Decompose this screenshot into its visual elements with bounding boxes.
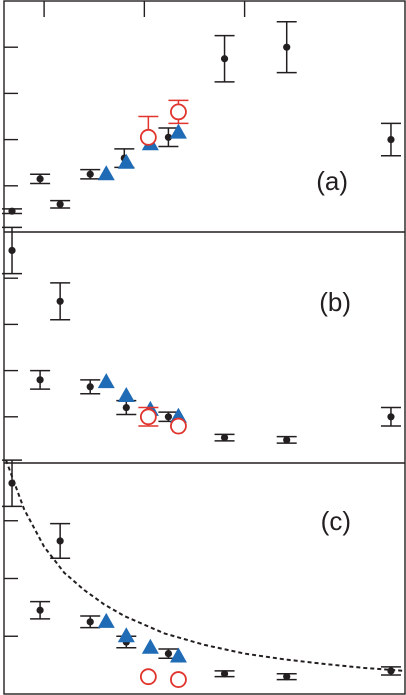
- data-point: [86, 383, 94, 391]
- open-circle-point: [139, 128, 157, 146]
- panel-c: (c): [2, 459, 406, 688]
- triangle-point: [141, 638, 159, 654]
- fit-curve: [5, 459, 406, 672]
- data-point: [387, 136, 395, 144]
- data-point: [36, 175, 44, 183]
- panel-b-label: (b): [319, 287, 351, 317]
- data-point: [56, 537, 64, 545]
- data-point: [283, 436, 291, 444]
- data-point: [86, 170, 94, 178]
- data-point: [86, 618, 94, 626]
- data-point: [283, 43, 291, 51]
- triangle-point: [117, 627, 135, 643]
- data-point: [220, 670, 229, 678]
- data-point: [387, 413, 395, 421]
- panel-a-label: (a): [316, 166, 348, 196]
- data-point: [36, 376, 44, 384]
- data-point: [164, 649, 173, 658]
- data-point: [8, 479, 16, 487]
- data-point: [220, 55, 229, 63]
- data-point: [387, 667, 395, 675]
- open-circle-point: [170, 671, 187, 688]
- triangle-point: [169, 123, 187, 139]
- data-point: [164, 413, 173, 421]
- open-circle-point: [139, 408, 157, 426]
- triangle-point: [117, 387, 135, 403]
- panel-b: (b): [2, 226, 401, 444]
- panel-a: (a): [2, 1, 401, 215]
- open-circle-point: [170, 417, 187, 435]
- panel-c-label: (c): [321, 506, 351, 536]
- data-point: [36, 606, 44, 614]
- triangle-point: [97, 612, 115, 628]
- panel-frame: [3, 0, 406, 695]
- triangle-point: [97, 373, 115, 389]
- data-point: [122, 403, 130, 412]
- data-point: [8, 246, 16, 255]
- open-circle-point: [139, 668, 157, 686]
- triangle-point: [117, 153, 135, 169]
- data-point: [164, 133, 173, 141]
- data-point: [56, 297, 64, 305]
- triangle-point: [97, 165, 115, 181]
- data-point: [220, 433, 229, 442]
- data-point: [56, 200, 64, 208]
- plot-border: [3, 0, 406, 695]
- data-point: [8, 207, 16, 215]
- open-circle-point: [170, 103, 187, 121]
- data-point: [283, 673, 291, 681]
- triangle-point: [169, 647, 187, 663]
